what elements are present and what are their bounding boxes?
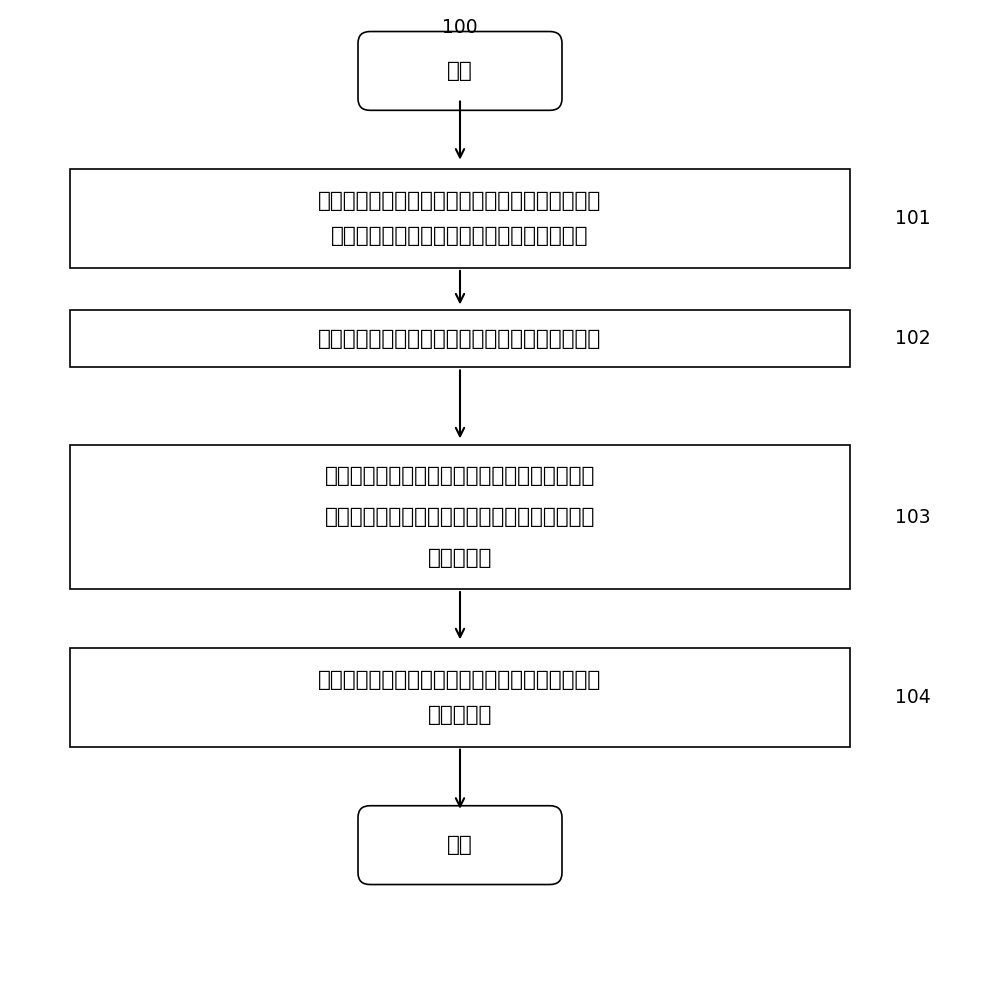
Text: 因素的状态: 因素的状态 bbox=[428, 549, 492, 568]
Text: 的整体状态: 的整体状态 bbox=[428, 705, 492, 725]
Text: 应用层次分析法确定指标层中各项具体指标的权重: 应用层次分析法确定指标层中各项具体指标的权重 bbox=[318, 329, 602, 349]
FancyBboxPatch shape bbox=[70, 648, 850, 747]
Text: 应用模糊综合评价法综合与因素层中各个因素相: 应用模糊综合评价法综合与因素层中各个因素相 bbox=[325, 466, 595, 486]
FancyBboxPatch shape bbox=[70, 445, 850, 589]
FancyBboxPatch shape bbox=[358, 32, 562, 110]
Text: 104: 104 bbox=[895, 688, 931, 707]
Text: 对应的各项具体指标的状态以确定因素层中各个: 对应的各项具体指标的状态以确定因素层中各个 bbox=[325, 507, 595, 527]
Text: 100: 100 bbox=[442, 18, 478, 37]
FancyBboxPatch shape bbox=[70, 310, 850, 367]
FancyBboxPatch shape bbox=[70, 169, 850, 268]
FancyBboxPatch shape bbox=[358, 806, 562, 885]
Text: 结束: 结束 bbox=[447, 835, 473, 855]
Text: 101: 101 bbox=[895, 209, 931, 229]
Text: 状态的等级，确定所述模型的因素层和指标层: 状态的等级，确定所述模型的因素层和指标层 bbox=[331, 227, 589, 246]
Text: 应用证据推理法整合各个因素的状态以确定换流阀: 应用证据推理法整合各个因素的状态以确定换流阀 bbox=[318, 670, 602, 690]
Text: 102: 102 bbox=[895, 329, 931, 349]
Text: 建立确定换流阀整体状态的模型，定义换流阀整体: 建立确定换流阀整体状态的模型，定义换流阀整体 bbox=[318, 191, 602, 211]
Text: 开始: 开始 bbox=[447, 61, 473, 81]
Text: 103: 103 bbox=[895, 507, 931, 527]
